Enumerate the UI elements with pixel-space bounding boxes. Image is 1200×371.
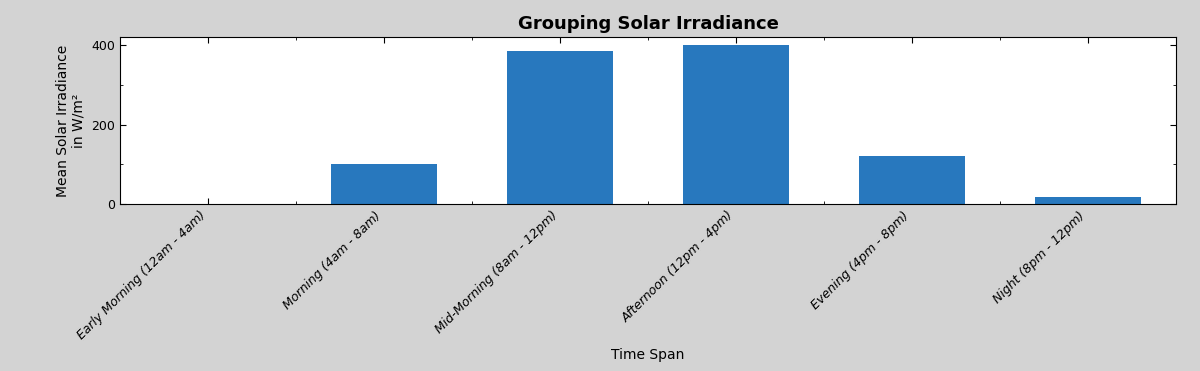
Bar bbox=[1036, 197, 1141, 204]
X-axis label: Time Span: Time Span bbox=[611, 348, 685, 362]
Title: Grouping Solar Irradiance: Grouping Solar Irradiance bbox=[517, 15, 779, 33]
Y-axis label: Mean Solar Irradiance
in W/m²: Mean Solar Irradiance in W/m² bbox=[55, 45, 85, 197]
Bar bbox=[508, 51, 613, 204]
Bar bbox=[859, 156, 965, 204]
Bar bbox=[683, 45, 788, 204]
Bar bbox=[331, 164, 437, 204]
